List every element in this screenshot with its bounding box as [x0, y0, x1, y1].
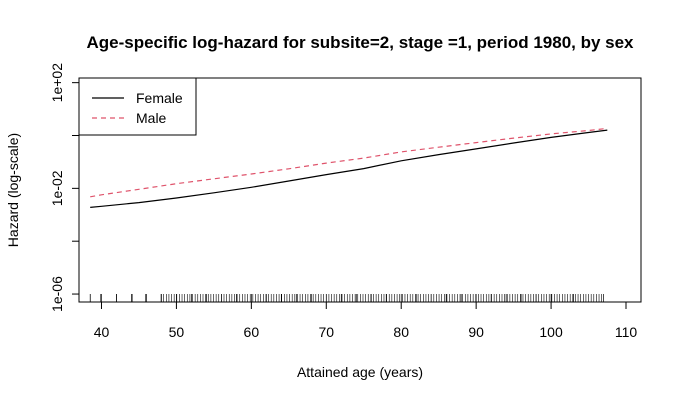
- x-axis-label: Attained age (years): [297, 364, 423, 380]
- x-tick-label: 110: [615, 324, 638, 340]
- x-tick-label: 70: [318, 324, 334, 340]
- y-tick-label: 1e-06: [49, 276, 65, 312]
- series-line-female: [90, 129, 608, 208]
- y-tick-label: 1e+02: [49, 63, 65, 103]
- series-lines: [90, 127, 608, 208]
- y-axis-label: Hazard (log-scale): [5, 133, 21, 247]
- legend-label-female: Female: [136, 90, 183, 106]
- x-axis: 40 50 60 70 80 90 100 110: [94, 301, 638, 340]
- x-tick-label: 90: [468, 324, 484, 340]
- x-tick-label: 80: [393, 324, 409, 340]
- y-axis: 1e-06 1e-02 1e+02: [49, 63, 80, 312]
- chart-title: Age-specific log-hazard for subsite=2, s…: [86, 33, 634, 52]
- y-tick-label: 1e-02: [49, 170, 65, 206]
- rug-ticks: [89, 294, 604, 302]
- x-tick-label: 100: [539, 324, 563, 340]
- series-line-male: [90, 127, 608, 198]
- x-tick-label: 60: [244, 324, 260, 340]
- legend: Female Male: [78, 77, 197, 136]
- legend-box: [78, 77, 197, 136]
- legend-label-male: Male: [136, 110, 167, 126]
- x-tick-label: 40: [94, 324, 110, 340]
- x-tick-label: 50: [169, 324, 185, 340]
